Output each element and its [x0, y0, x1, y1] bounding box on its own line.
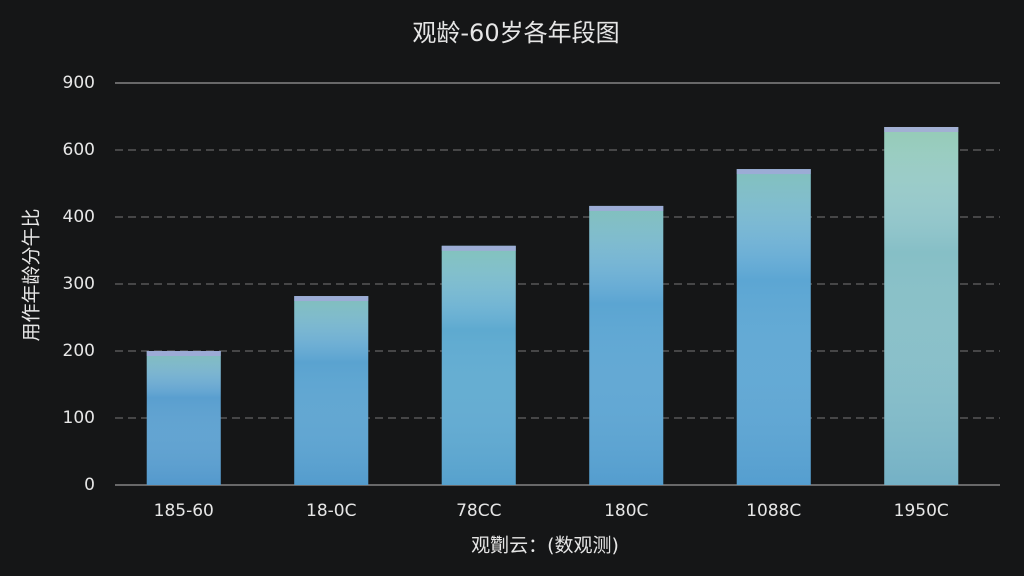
- bar-cap: [146, 351, 221, 356]
- y-tick-label: 100: [63, 408, 95, 428]
- x-tick-label: 185-60: [154, 501, 214, 521]
- bar-cap: [294, 296, 369, 302]
- y-axis-label: 用作年龄分午比: [21, 208, 43, 341]
- y-tick-label: 900: [63, 73, 95, 93]
- chart-title: 观龄-60岁各年段图: [412, 19, 619, 47]
- y-tick-label: 600: [63, 140, 95, 160]
- bar-cap: [589, 205, 664, 211]
- bar-cap: [884, 126, 959, 132]
- bar-cap: [441, 245, 516, 251]
- bar-shade: [589, 205, 664, 485]
- y-tick-label: 200: [63, 341, 95, 361]
- bar-cap: [736, 169, 811, 175]
- y-tick-label: 300: [63, 274, 95, 294]
- bar-shade: [294, 296, 369, 485]
- y-tick-label: 0: [84, 475, 95, 495]
- bar-shade: [441, 245, 516, 485]
- bar-shade: [736, 169, 811, 485]
- bar-shade: [146, 351, 221, 485]
- y-tick-label: 400: [63, 207, 95, 227]
- x-tick-label: 1088C: [746, 501, 801, 521]
- x-tick-label: 180C: [604, 501, 648, 521]
- bar-shade: [884, 126, 959, 485]
- x-tick-label: 18-0C: [306, 501, 356, 521]
- x-axis-label: 观劗云：(数观测): [471, 535, 619, 557]
- x-tick-label: 1950C: [894, 501, 949, 521]
- x-tick-label: 78CC: [456, 501, 501, 521]
